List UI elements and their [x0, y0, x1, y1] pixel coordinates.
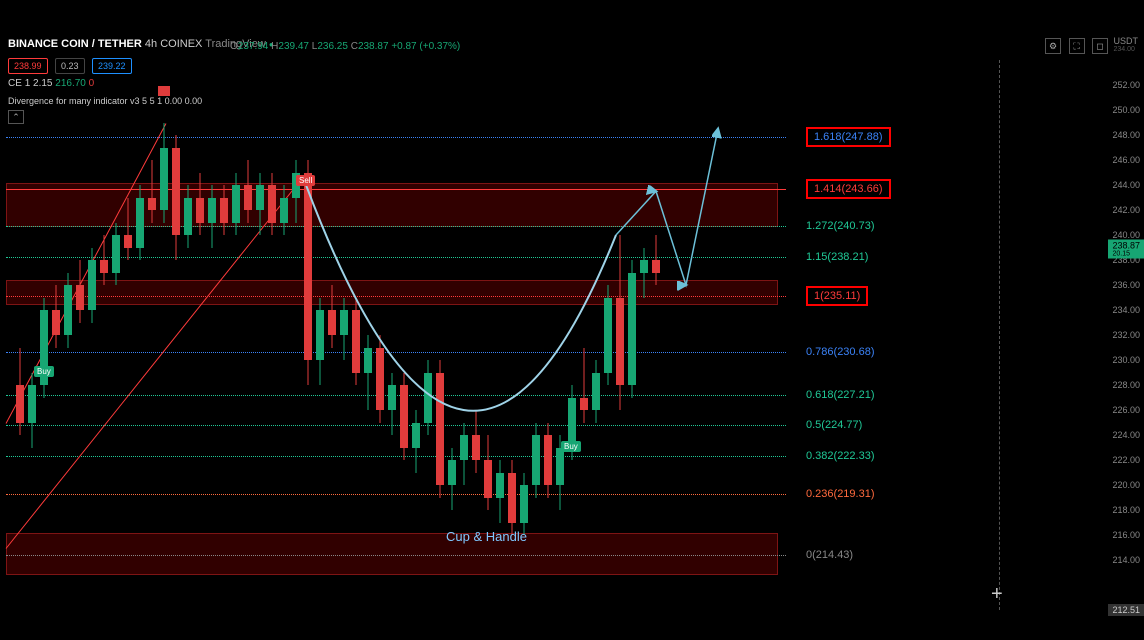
exchange-label: COINEX [160, 38, 202, 50]
price-tick: 244.00 [1112, 180, 1140, 190]
price-tick: 218.00 [1112, 505, 1140, 515]
price-tick: 234.00 [1112, 305, 1140, 315]
price-tick: 242.00 [1112, 205, 1140, 215]
price-tick: 230.00 [1112, 355, 1140, 365]
price-tick: 248.00 [1112, 130, 1140, 140]
price-tick: 236.00 [1112, 280, 1140, 290]
current-price-marker: 238.8720.15 [1108, 240, 1144, 259]
crosshair-price-marker: 212.51 [1108, 604, 1144, 616]
price-tick: 226.00 [1112, 405, 1140, 415]
projection-path [6, 60, 1102, 610]
symbol-pair[interactable]: BINANCE COIN / TETHER [8, 38, 142, 50]
price-tick: 220.00 [1112, 480, 1140, 490]
price-tick: 216.00 [1112, 530, 1140, 540]
price-tick: 222.00 [1112, 455, 1140, 465]
price-tick: 228.00 [1112, 380, 1140, 390]
settings-icon[interactable]: ⚙ [1045, 38, 1061, 54]
price-tick: 224.00 [1112, 430, 1140, 440]
top-right-controls: ⚙ ⛶ ◻ [1042, 36, 1108, 54]
fullscreen-icon[interactable]: ⛶ [1069, 38, 1085, 54]
crosshair-cursor-icon: + [991, 583, 1003, 606]
crosshair-vertical [999, 60, 1001, 610]
price-tick: 232.00 [1112, 330, 1140, 340]
chart-area[interactable]: 1.618(247.88)1.414(243.66)1.272(240.73)1… [6, 60, 1102, 610]
snapshot-icon[interactable]: ◻ [1092, 38, 1108, 54]
signal-tag: Sell [296, 175, 315, 186]
price-tick: 214.00 [1112, 555, 1140, 565]
pattern-label: Cup & Handle [446, 529, 527, 544]
price-tick: 240.00 [1112, 230, 1140, 240]
price-tick: 250.00 [1112, 105, 1140, 115]
price-tick: 246.00 [1112, 155, 1140, 165]
interval-label[interactable]: 4h [145, 38, 157, 50]
signal-tag: Buy [561, 441, 581, 452]
signal-tag: Buy [34, 366, 54, 377]
quote-currency-label[interactable]: USDT 234.00 [1114, 36, 1139, 53]
price-tick: 252.00 [1112, 80, 1140, 90]
ohlc-readout: O237.94 H239.47 L236.25 C238.87 +0.87 (+… [230, 41, 460, 52]
price-axis[interactable]: 214.00 216.00 218.00 220.00 222.00 224.00 226.… [1102, 60, 1144, 610]
